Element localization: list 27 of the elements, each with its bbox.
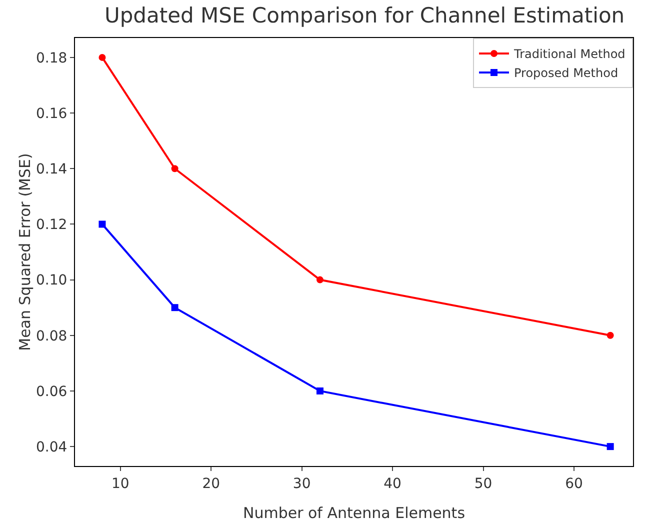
x-axis-title: Number of Antenna Elements — [242, 504, 466, 522]
y-tick-label: 0.08 — [36, 328, 68, 344]
x-tick-label: 40 — [384, 476, 402, 492]
x-tick-label: 20 — [202, 476, 220, 492]
x-tick-label: 50 — [474, 476, 492, 492]
legend-label: Traditional Method — [513, 47, 626, 62]
chart-title: Updated MSE Comparison for Channel Estimation — [104, 4, 625, 28]
point — [606, 332, 614, 339]
point — [316, 276, 324, 284]
y-tick-label: 0.12 — [36, 217, 68, 234]
y-tick-label: 0.18 — [36, 50, 68, 66]
point — [171, 165, 178, 172]
point — [606, 443, 614, 450]
x-tick-label: 30 — [292, 476, 311, 492]
y-tick-label: 0.06 — [36, 384, 68, 400]
legend-label: Proposed Method — [514, 66, 618, 80]
y-tick-label: 0.14 — [36, 162, 68, 178]
y-axis-title: Mean Squared Error (MSE) — [16, 153, 34, 351]
y-tick-label: 0.16 — [36, 106, 68, 122]
y-tick-label: 0.10 — [36, 272, 68, 289]
point — [171, 304, 178, 312]
x-tick-label: 10 — [111, 476, 130, 492]
point — [316, 387, 324, 394]
x-tick-label: 60 — [565, 476, 583, 492]
point — [98, 54, 106, 61]
point — [98, 220, 106, 228]
y-tick-label: 0.04 — [36, 439, 68, 456]
